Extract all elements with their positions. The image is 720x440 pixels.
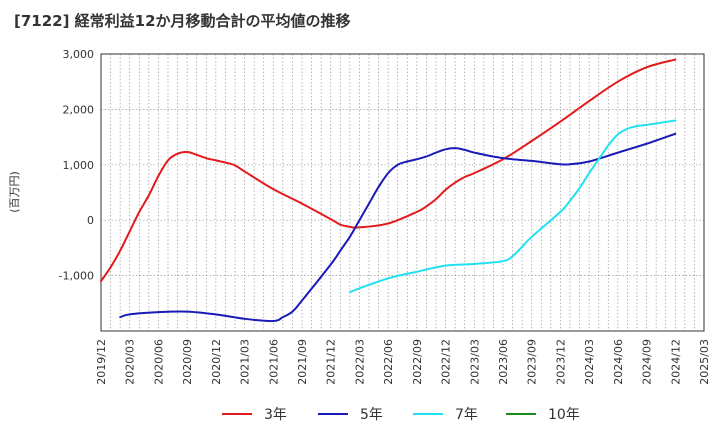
series-line-2 — [119, 132, 677, 323]
legend-label-4: 10年 — [548, 407, 580, 423]
x-tick-label: 2022/09 — [411, 339, 424, 385]
series-line-3 — [348, 119, 677, 294]
x-tick-label: 2022/06 — [382, 339, 395, 385]
x-tick-label: 2021/09 — [296, 339, 309, 385]
x-tick-label: 2024/09 — [641, 339, 654, 385]
x-tick-label: 2020/09 — [181, 339, 194, 385]
y-tick-label: -1,000 — [59, 270, 94, 283]
x-tick-label: 2024/03 — [583, 339, 596, 385]
legend-label-2: 5年 — [360, 407, 383, 423]
y-tick-label: 3,000 — [63, 48, 95, 61]
x-tick-label: 2019/12 — [95, 339, 108, 385]
x-tick-label: 2020/12 — [210, 339, 223, 385]
x-tick-label: 2020/03 — [124, 339, 137, 385]
x-tick-label: 2024/12 — [669, 339, 682, 385]
plot-border — [100, 53, 705, 332]
y-tick-label: 1,000 — [63, 159, 95, 172]
x-tick-label: 2025/03 — [698, 339, 711, 385]
y-axis-label: (百万円) — [8, 171, 21, 213]
plot-area: -1,000 0 1,000 2,000 3,000 2019/12 2020/03 2020… — [59, 48, 711, 385]
x-tick-label: 2020/06 — [152, 339, 165, 385]
x-tick-label: 2023/12 — [554, 339, 567, 385]
chart-title: [7122] 経常利益12か月移動合計の平均値の推移 — [14, 12, 351, 30]
x-tick-label: 2021/06 — [267, 339, 280, 385]
x-tick-label: 2021/12 — [325, 339, 338, 385]
x-tick-label: 2023/06 — [497, 339, 510, 385]
legend-label-1: 3年 — [264, 407, 287, 423]
series-line-1 — [100, 58, 677, 283]
x-tick-label: 2022/12 — [440, 339, 453, 385]
x-tick-label: 2023/03 — [468, 339, 481, 385]
y-tick-label: 0 — [87, 214, 94, 227]
x-tick-label: 2023/09 — [526, 339, 539, 385]
x-tick-label: 2021/03 — [239, 339, 252, 385]
y-tick-label: 2,000 — [63, 103, 95, 116]
legend: 3年 5年 7年 10年 — [222, 407, 580, 423]
x-tick-label: 2024/06 — [612, 339, 625, 385]
legend-label-3: 7年 — [455, 407, 478, 423]
x-tick-label: 2022/03 — [353, 339, 366, 385]
